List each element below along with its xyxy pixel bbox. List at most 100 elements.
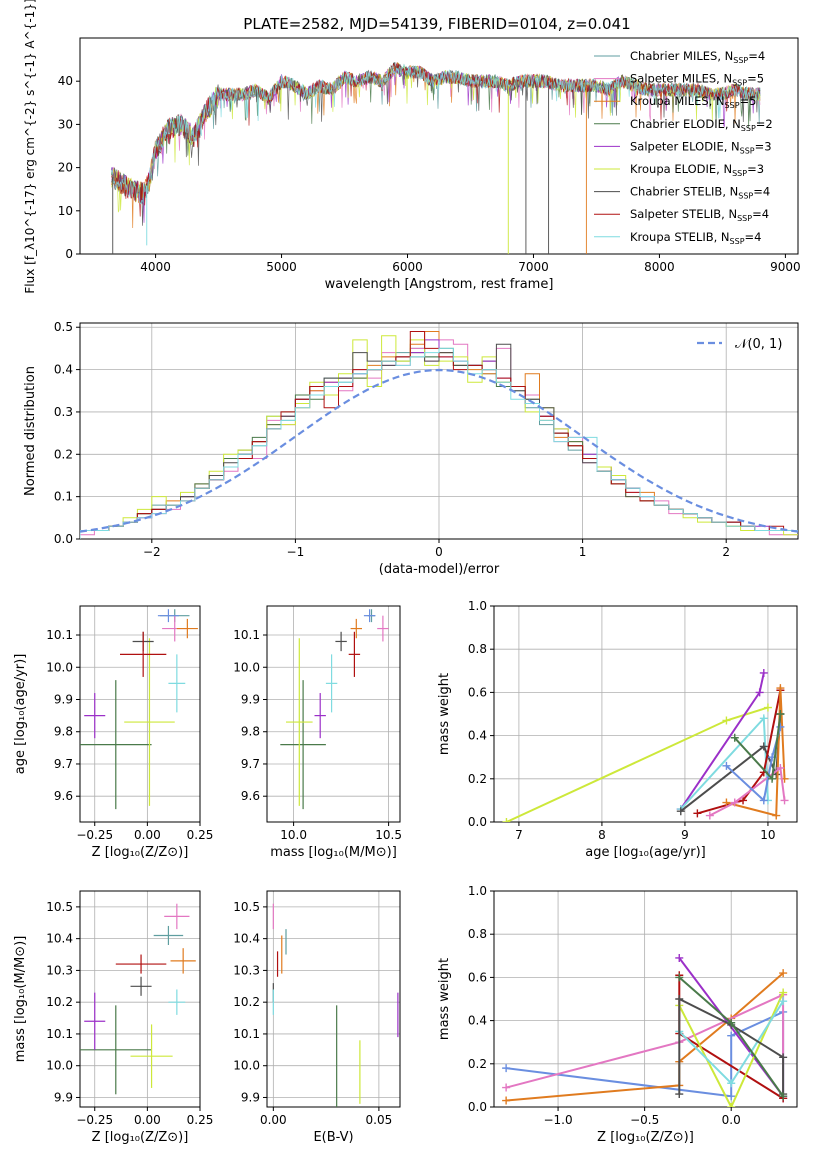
y-tick-label: 10.1 [233, 628, 260, 642]
x-tick-label: 5000 [266, 260, 297, 274]
x-axis-label: Z [log₁₀(Z/Z⊙)] [597, 1130, 694, 1145]
data-marker [502, 1096, 511, 1105]
data-marker [776, 684, 785, 693]
y-axis-label: mass weight [437, 958, 452, 1040]
data-marker [675, 1090, 684, 1099]
legend-label: Chabrier MILES, NSSP=4 [630, 49, 765, 65]
data-marker [693, 809, 702, 818]
y-tick-label: 20 [58, 161, 73, 175]
y-tick-label: 9.6 [54, 789, 73, 803]
y-tick-label: 9.8 [54, 725, 73, 739]
data-marker [722, 716, 731, 725]
x-tick-label: 8 [598, 828, 606, 842]
legend-label: Salpeter STELIB, NSSP=4 [630, 207, 769, 223]
y-tick-label: 0.2 [468, 1057, 487, 1071]
legend-label: Kroupa MILES, NSSP=5 [630, 94, 756, 110]
data-marker [502, 1083, 511, 1092]
y-tick-label: 10.5 [233, 900, 260, 914]
y-tick-label: 1.0 [468, 884, 487, 898]
x-axis-label: E(B-V) [313, 1130, 353, 1145]
y-tick-label: 30 [58, 117, 73, 131]
data-marker [755, 688, 764, 697]
data-marker [727, 1031, 736, 1040]
x-tick-label: 0.00 [134, 1113, 161, 1127]
plot-area [111, 62, 761, 254]
y-tick-label: 0.8 [468, 642, 487, 656]
plot-area [502, 953, 788, 1107]
plot-area [80, 331, 798, 539]
mass-weight-vs-metallicity-plot: −1.0 −0.5 0.0 0.0 0.2 0.4 0.6 0.8 1.0 Z [log₁₀(Z/… [437, 884, 798, 1145]
data-marker [675, 953, 684, 962]
data-marker [727, 1079, 736, 1088]
data-marker [759, 714, 768, 723]
figure-title: PLATE=2582, MJD=54139, FIBERID=0104, z=0… [243, 15, 630, 33]
data-marker [676, 807, 685, 816]
x-tick-label: 0.00 [260, 1113, 287, 1127]
data-marker [779, 969, 788, 978]
x-axis-label: wavelength [Angstrom, rest frame] [325, 277, 554, 292]
spectrum-line [111, 64, 761, 205]
y-tick-label: 0.0 [54, 532, 73, 546]
axes-frame [266, 890, 401, 1108]
mass-weight-line [697, 690, 782, 815]
legend-label: Chabrier ELODIE, NSSP=2 [630, 117, 773, 133]
data-marker [776, 710, 785, 718]
plot-area [80, 609, 198, 810]
x-tick-label: 2 [722, 545, 730, 559]
y-tick-label: 9.7 [241, 757, 260, 771]
axes-frame [79, 37, 799, 255]
x-tick-label: 7 [515, 828, 523, 842]
y-tick-label: 9.9 [54, 692, 73, 706]
x-tick-label: 8000 [644, 260, 675, 274]
y-tick-label: 0.4 [54, 363, 73, 377]
legend-label: Chabrier STELIB, NSSP=4 [630, 185, 770, 201]
x-tick-label: −0.25 [76, 828, 113, 842]
data-marker [779, 997, 788, 1006]
y-tick-label: 0.0 [468, 1100, 487, 1114]
y-tick-label: 0.8 [468, 927, 487, 941]
x-tick-label: −0.5 [630, 1113, 659, 1127]
x-tick-label: 0 [435, 545, 443, 559]
y-tick-label: 10.4 [46, 932, 73, 946]
data-marker [727, 1103, 736, 1107]
y-tick-label: 9.9 [54, 1090, 73, 1104]
legend-label: 𝒩(0, 1) [735, 337, 782, 352]
x-tick-label: 0.00 [134, 828, 161, 842]
data-marker [722, 798, 731, 807]
y-tick-label: 9.8 [241, 725, 260, 739]
normal-curve [80, 368, 798, 533]
mass-weight-line [709, 766, 786, 817]
histogram-series [80, 347, 798, 539]
data-marker [772, 811, 781, 820]
x-tick-label: 9 [681, 828, 689, 842]
x-tick-label: 10.0 [280, 828, 307, 842]
data-marker [675, 995, 684, 1003]
y-tick-label: 9.7 [54, 757, 73, 771]
y-tick-label: 10.0 [46, 660, 73, 674]
data-marker [759, 796, 768, 805]
y-tick-label: 0.0 [468, 815, 487, 829]
data-marker [779, 1053, 788, 1062]
y-tick-label: 1.0 [468, 599, 487, 613]
y-axis-label: Flux [f_λ10^{-17} erg cm^{-2} s^{-1} A^{… [23, 0, 37, 294]
x-tick-label: 0.25 [187, 1113, 214, 1127]
y-tick-label: 10.0 [233, 660, 260, 674]
mass-weight-line [505, 993, 785, 1099]
x-tick-label: −2 [143, 545, 161, 559]
x-axis-label: (data-model)/error [379, 562, 500, 577]
y-tick-label: 0.6 [468, 970, 487, 984]
y-tick-label: 0.5 [54, 320, 73, 334]
legend-label: Salpeter ELODIE, NSSP=3 [630, 139, 772, 155]
x-axis-label: age [log₁₀(age/yr)] [585, 845, 706, 860]
x-tick-label: 10.5 [375, 828, 402, 842]
legend-label: Salpeter MILES, NSSP=5 [630, 72, 764, 88]
x-tick-label: 0.25 [187, 828, 214, 842]
legend-label: Kroupa ELODIE, NSSP=3 [630, 162, 764, 178]
y-tick-label: 10.0 [233, 1059, 260, 1073]
x-tick-label: 9000 [770, 260, 801, 274]
y-tick-label: 10.3 [233, 963, 260, 977]
y-tick-label: 10.3 [46, 963, 73, 977]
mass-vs-extinction-plot: 0.00 0.05 9.9 10.0 10.1 10.2 10.3 10.4 10.5 E(B-V… [233, 890, 401, 1145]
y-tick-label: 10.0 [46, 1059, 73, 1073]
